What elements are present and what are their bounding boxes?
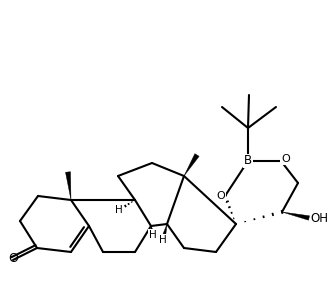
Polygon shape [161,224,167,241]
Polygon shape [151,226,155,236]
Text: OH: OH [310,212,327,224]
Polygon shape [65,172,71,200]
Text: H: H [115,205,123,215]
Text: O: O [8,251,18,265]
Text: O: O [281,154,290,164]
Polygon shape [282,212,309,220]
Polygon shape [184,154,199,176]
Text: O: O [216,191,225,201]
Text: B: B [244,154,252,168]
Text: H: H [159,235,167,245]
Text: H: H [149,230,157,240]
